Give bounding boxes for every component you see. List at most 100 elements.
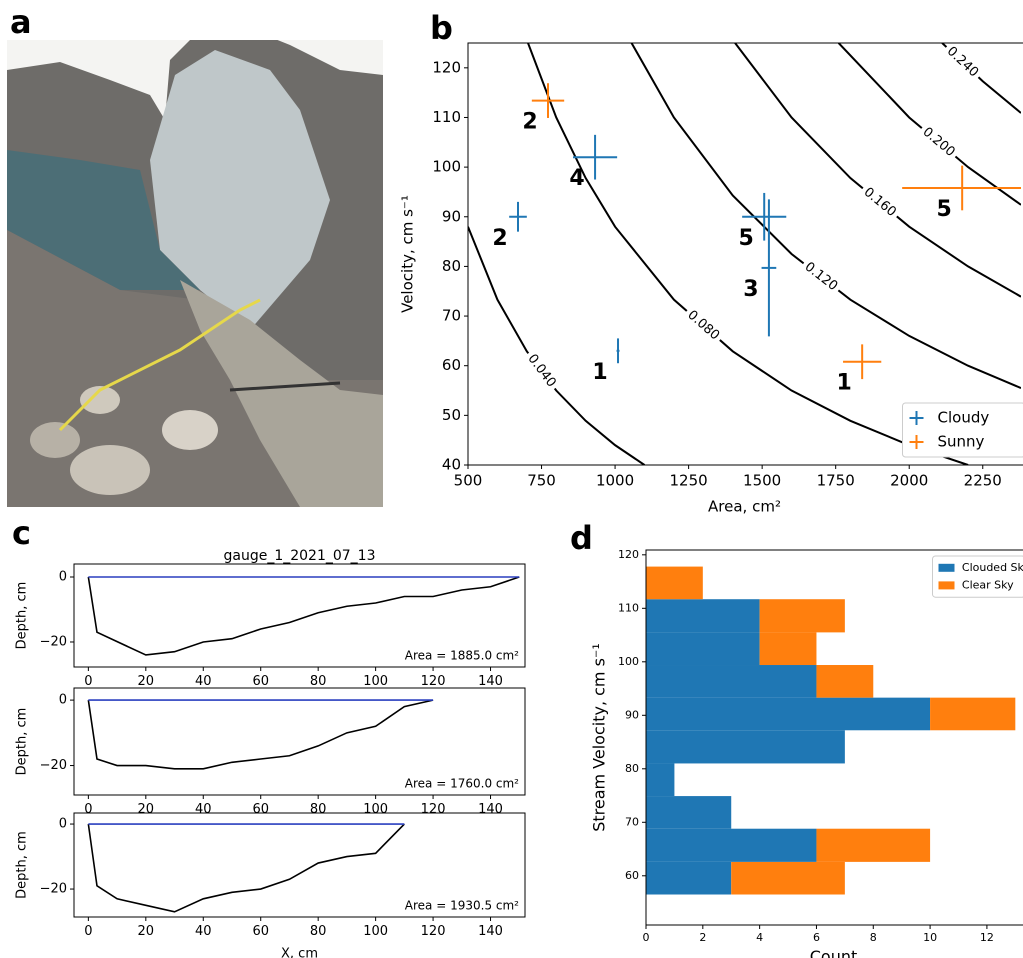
- x-tick-label: 20: [138, 674, 155, 689]
- chart-title: gauge_1_2021_07_13: [223, 548, 375, 564]
- x-tick-label: 40: [195, 674, 212, 689]
- contour-label-bg: [940, 43, 985, 84]
- y-tick-label: 0: [59, 693, 67, 708]
- x-tick-label: 120: [421, 924, 446, 939]
- contour-label-bg: [798, 256, 844, 298]
- x-tick-label: 140: [478, 674, 503, 689]
- y-tick-label: 0: [59, 569, 67, 584]
- x-tick-label: 4: [756, 931, 763, 944]
- plot-frame: [467, 42, 1023, 466]
- y-tick-label: 80: [442, 257, 461, 275]
- hist-bar: [646, 632, 760, 666]
- y-tick-label: 110: [432, 108, 461, 126]
- contour-label-bg: [857, 181, 903, 224]
- point-label: 1: [837, 371, 852, 396]
- plot-frame: [73, 563, 526, 668]
- line: [87, 699, 434, 770]
- x-tick-label: 0: [643, 931, 650, 944]
- x-tick-label: 12: [980, 931, 994, 944]
- plot-area: [87, 823, 405, 913]
- plot-frame: [645, 549, 1023, 926]
- x-tick-label: 1750: [817, 471, 855, 489]
- x-tick-label: 1250: [670, 471, 708, 489]
- point-label: 3: [743, 277, 758, 302]
- x-tick-label: 6: [813, 931, 820, 944]
- boulder: [70, 445, 150, 495]
- y-tick-label: 100: [618, 655, 639, 668]
- panel-label: b: [430, 9, 453, 47]
- hist-bar: [816, 665, 874, 698]
- legend-marker: [938, 563, 955, 572]
- legend-box: [932, 555, 1023, 598]
- plot-area: [87, 576, 520, 656]
- x-tick-label: 20: [138, 924, 155, 939]
- x-tick-label: 140: [478, 924, 503, 939]
- x-tick-label: 750: [527, 471, 556, 489]
- hist-bar: [816, 828, 931, 862]
- x-tick-label: 0: [84, 674, 92, 689]
- x-tick-label: 60: [252, 674, 269, 689]
- hist-bar: [759, 599, 845, 633]
- panel-label: d: [570, 519, 593, 557]
- hist-bar: [646, 763, 675, 797]
- y-axis-label: Depth, cm: [15, 831, 30, 899]
- x-tick-label: 20: [138, 802, 155, 817]
- y-tick-label: −20: [40, 882, 67, 897]
- y-tick-label: −20: [40, 634, 67, 649]
- x-tick-label: 10: [923, 931, 937, 944]
- x-tick-label: 100: [363, 924, 388, 939]
- x-tick-label: 120: [421, 802, 446, 817]
- photo: [7, 40, 383, 507]
- legend-label: Clouded Sky: [962, 561, 1023, 574]
- x-axis-label: Area, cm²: [708, 498, 781, 516]
- x-tick-label: 120: [421, 674, 446, 689]
- hist-bar: [646, 566, 703, 600]
- gauge-rod: [229, 381, 341, 392]
- hist-bar: [646, 861, 732, 895]
- ice-cave: [7, 150, 200, 290]
- x-tick-label: 60: [252, 924, 269, 939]
- y-tick-label: 120: [618, 548, 639, 561]
- hist-bar: [646, 730, 845, 764]
- boulder: [162, 410, 218, 450]
- x-tick-label: 1500: [743, 471, 781, 489]
- x-tick-label: 80: [310, 674, 327, 689]
- y-tick-label: 60: [625, 869, 639, 882]
- boulder: [80, 386, 120, 414]
- hist-bar: [646, 796, 732, 829]
- boulder: [30, 422, 80, 458]
- river: [180, 280, 383, 507]
- hist-bar: [646, 828, 817, 862]
- y-axis-label: Stream Velocity, cm s⁻¹: [590, 643, 609, 832]
- hist-bar: [646, 697, 931, 731]
- hist-bar: [759, 632, 817, 666]
- point-label: 2: [522, 110, 537, 135]
- legend-label: Sunny: [938, 433, 985, 451]
- cable: [58, 298, 261, 432]
- glacier-ice: [150, 50, 330, 330]
- line: [87, 576, 520, 656]
- y-tick-label: 40: [442, 456, 461, 474]
- legend-label: Clear Sky: [962, 578, 1014, 591]
- x-tick-label: 100: [363, 802, 388, 817]
- plot-area: [87, 699, 434, 770]
- plot-area: [646, 566, 1016, 895]
- x-tick-label: 2250: [964, 471, 1002, 489]
- x-tick-label: 1000: [596, 471, 634, 489]
- legend-label: Cloudy: [938, 409, 990, 427]
- y-tick-label: 120: [432, 58, 461, 76]
- x-tick-label: 8: [870, 931, 877, 944]
- point-label: 2: [492, 226, 507, 251]
- plot-frame: [73, 812, 526, 918]
- x-tick-label: 2: [699, 931, 706, 944]
- y-tick-label: 0: [59, 817, 67, 832]
- x-tick-label: 80: [310, 802, 327, 817]
- y-tick-label: 80: [625, 762, 639, 775]
- y-axis-label: Depth, cm: [15, 708, 30, 776]
- annotation: Area = 1760.0 cm²: [405, 777, 519, 791]
- x-tick-label: 0: [84, 802, 92, 817]
- x-tick-label: 140: [478, 802, 503, 817]
- y-axis-label: Depth, cm: [15, 582, 30, 650]
- x-axis-label: X, cm: [281, 947, 318, 958]
